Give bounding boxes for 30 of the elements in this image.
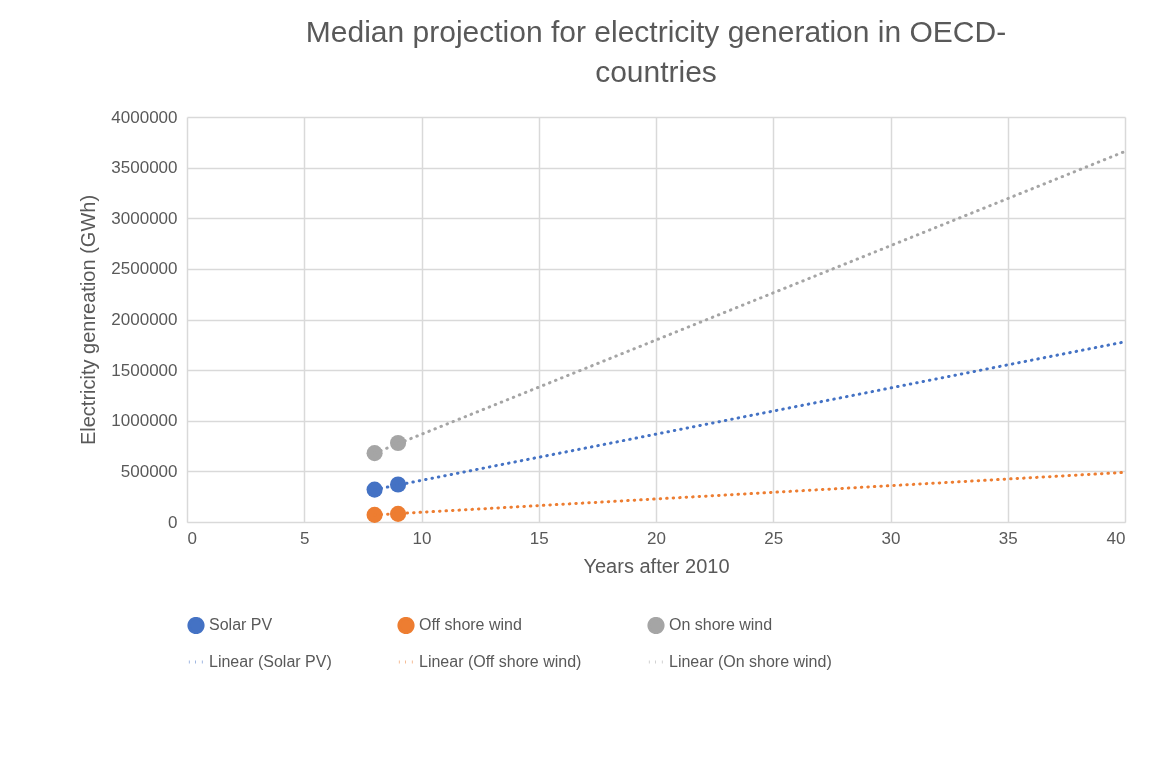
x-tick-label: 25 [764,528,784,548]
y-tick-label: 3500000 [111,158,178,178]
x-tick-label: 30 [881,528,901,548]
legend-label: On shore wind [669,616,773,634]
x-tick-label: 5 [300,528,310,548]
legend-label: Linear (Off shore wind) [419,653,582,670]
point [366,506,383,523]
y-tick-label: 0 [168,512,178,532]
y-tick-label: 3000000 [111,208,178,228]
point [366,445,383,462]
y-tick-label: 1000000 [111,411,178,431]
x-axis-title: Years after 2010 [583,554,730,577]
chart-title: Median projection for electricity generation in OECD-countries [305,15,1007,88]
y-tick-label: 2500000 [111,259,178,279]
y-tick-label: 1500000 [111,360,178,380]
x-tick-label: 15 [529,528,549,548]
x-tick-label: 35 [998,528,1018,548]
y-tick-label: 2000000 [111,310,178,329]
x-tick-label: 20 [647,528,666,548]
x-tick-label: 40 [1106,528,1126,548]
x-tick-label: 10 [412,528,432,548]
legend-label: Solar PV [209,616,273,634]
y-tick-label: 500000 [120,461,178,481]
legend-label: Linear (On shore wind) [669,653,832,670]
legend-label: Off shore wind [419,616,522,634]
legend-label: Linear (Solar PV) [209,653,332,670]
y-tick-label: 4000000 [111,107,178,127]
y-axis-title: Electricity genreation (GWh) [77,194,100,446]
point [389,505,407,522]
x-tick-label: 0 [187,528,197,548]
